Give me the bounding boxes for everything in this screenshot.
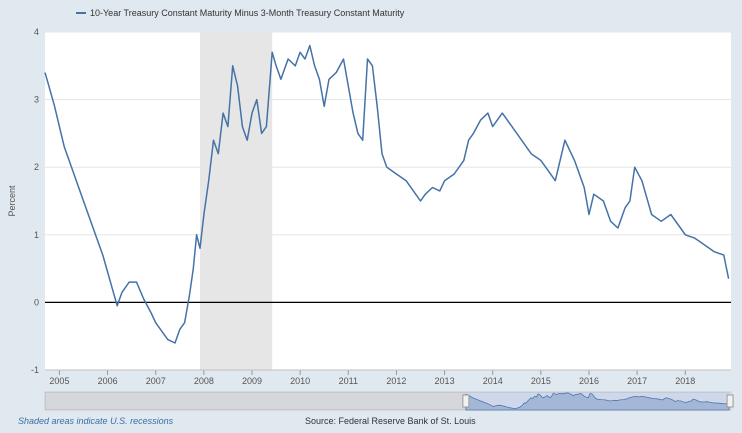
source-credit: Source: Federal Reserve Bank of St. Loui… [305,416,476,426]
navigator-handle-left[interactable] [462,394,470,408]
recession-layer [200,32,273,370]
x-tick-label: 2010 [290,376,310,386]
y-tick-label: 2 [34,162,39,172]
navigator-handle-right[interactable] [726,394,734,408]
x-tick-label: 2015 [531,376,551,386]
x-tick-label: 2014 [483,376,503,386]
x-tick-label: 2006 [98,376,118,386]
x-tick-label: 2013 [435,376,455,386]
recession-note[interactable]: Shaded areas indicate U.S. recessions [18,416,174,426]
y-tick-label: -1 [31,365,39,375]
x-tick-label: 2016 [579,376,599,386]
plot-background-layer [45,32,731,370]
navigator-mask-left [45,392,466,410]
navigator-series [465,392,730,411]
legend[interactable]: 10-Year Treasury Constant Maturity Minus… [76,8,405,18]
series-line [44,44,730,344]
y-tick-label: 3 [34,95,39,105]
axis-layer: -1 0 1 2 3 4 2005 2006 2007 2008 2009 2010 2011 2012 2… [31,27,731,386]
x-tick-label: 2005 [49,376,69,386]
x-tick-label: 2017 [627,376,647,386]
legend-label[interactable]: 10-Year Treasury Constant Maturity Minus… [90,8,405,18]
recession-band [200,32,273,370]
x-tick-label: 2009 [242,376,262,386]
series-layer [44,44,730,344]
y-tick-label: 4 [34,27,39,37]
y-axis-title: Percent [7,185,17,217]
navigator-selection[interactable] [465,392,731,410]
x-tick-label: 2012 [386,376,406,386]
y-tick-label: 0 [34,297,39,307]
x-tick-label: 2011 [339,376,358,386]
range-navigator[interactable] [44,391,734,411]
x-tick-label: 2008 [194,376,214,386]
y-tick-label: 1 [34,230,39,240]
x-tick-label: 2007 [146,376,166,386]
x-tick-label: 2018 [675,376,695,386]
plot-area [45,32,731,370]
